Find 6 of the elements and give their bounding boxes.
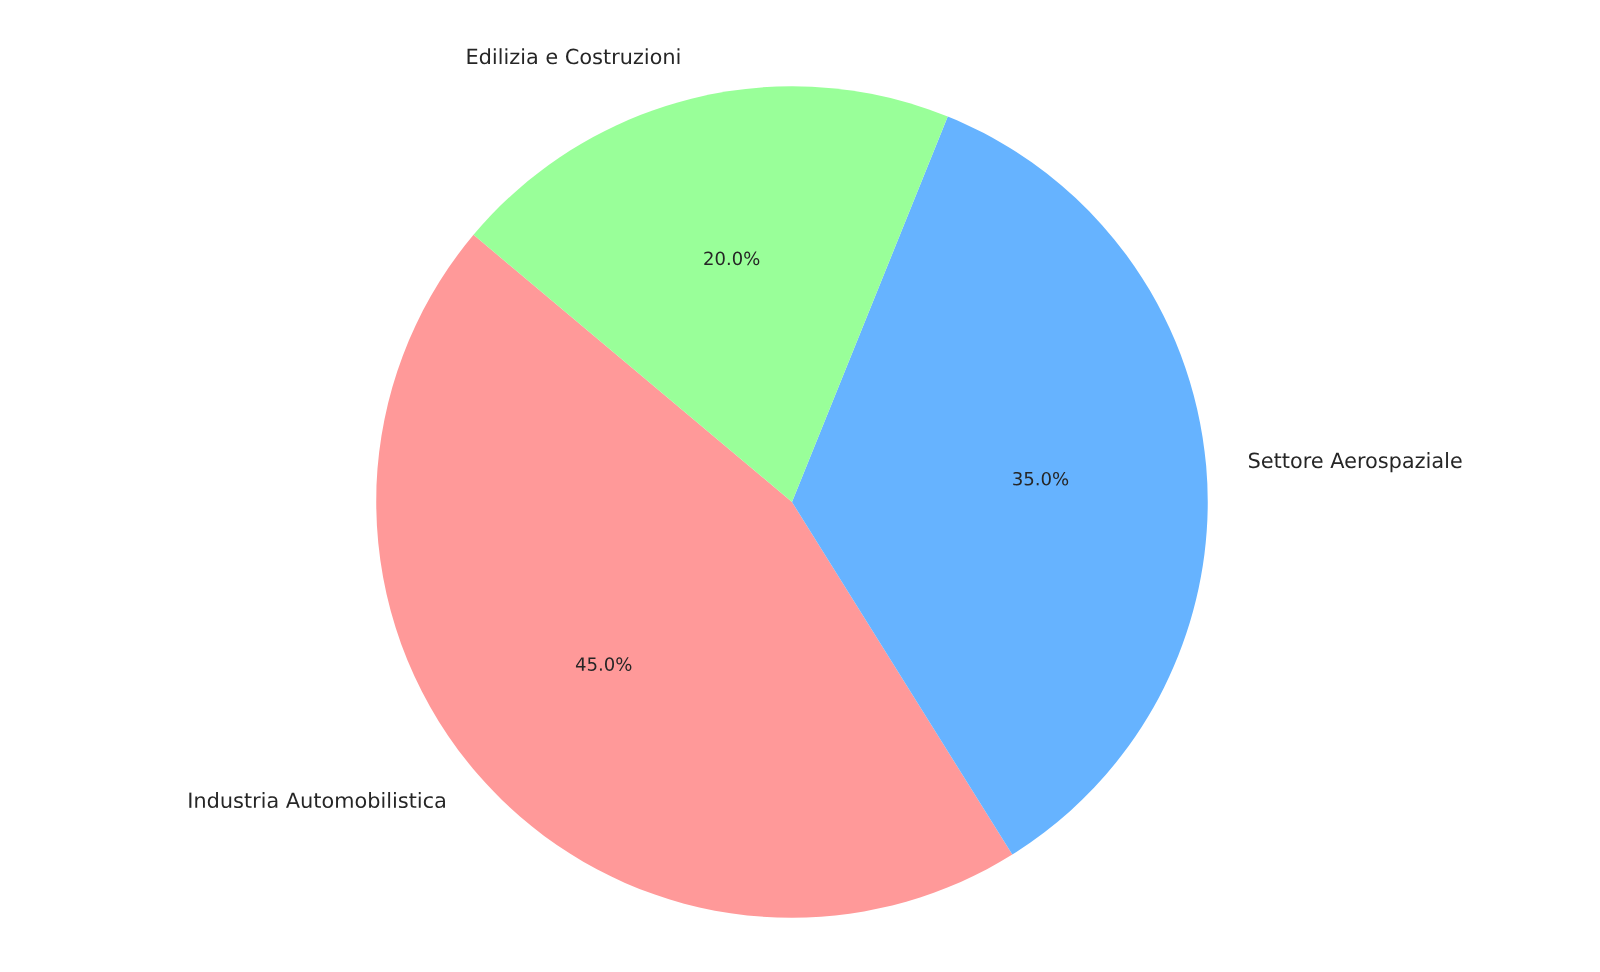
slice-label: Industria Automobilistica [189, 791, 445, 809]
data-label: 20.0% [704, 251, 760, 266]
data-label: 35.0% [1013, 471, 1069, 486]
data-label: 45.0% [575, 657, 632, 671]
slice-label: Settore Aerospaziale [1248, 452, 1462, 473]
slice-label: Edilizia e Costruzioni [467, 48, 680, 65]
